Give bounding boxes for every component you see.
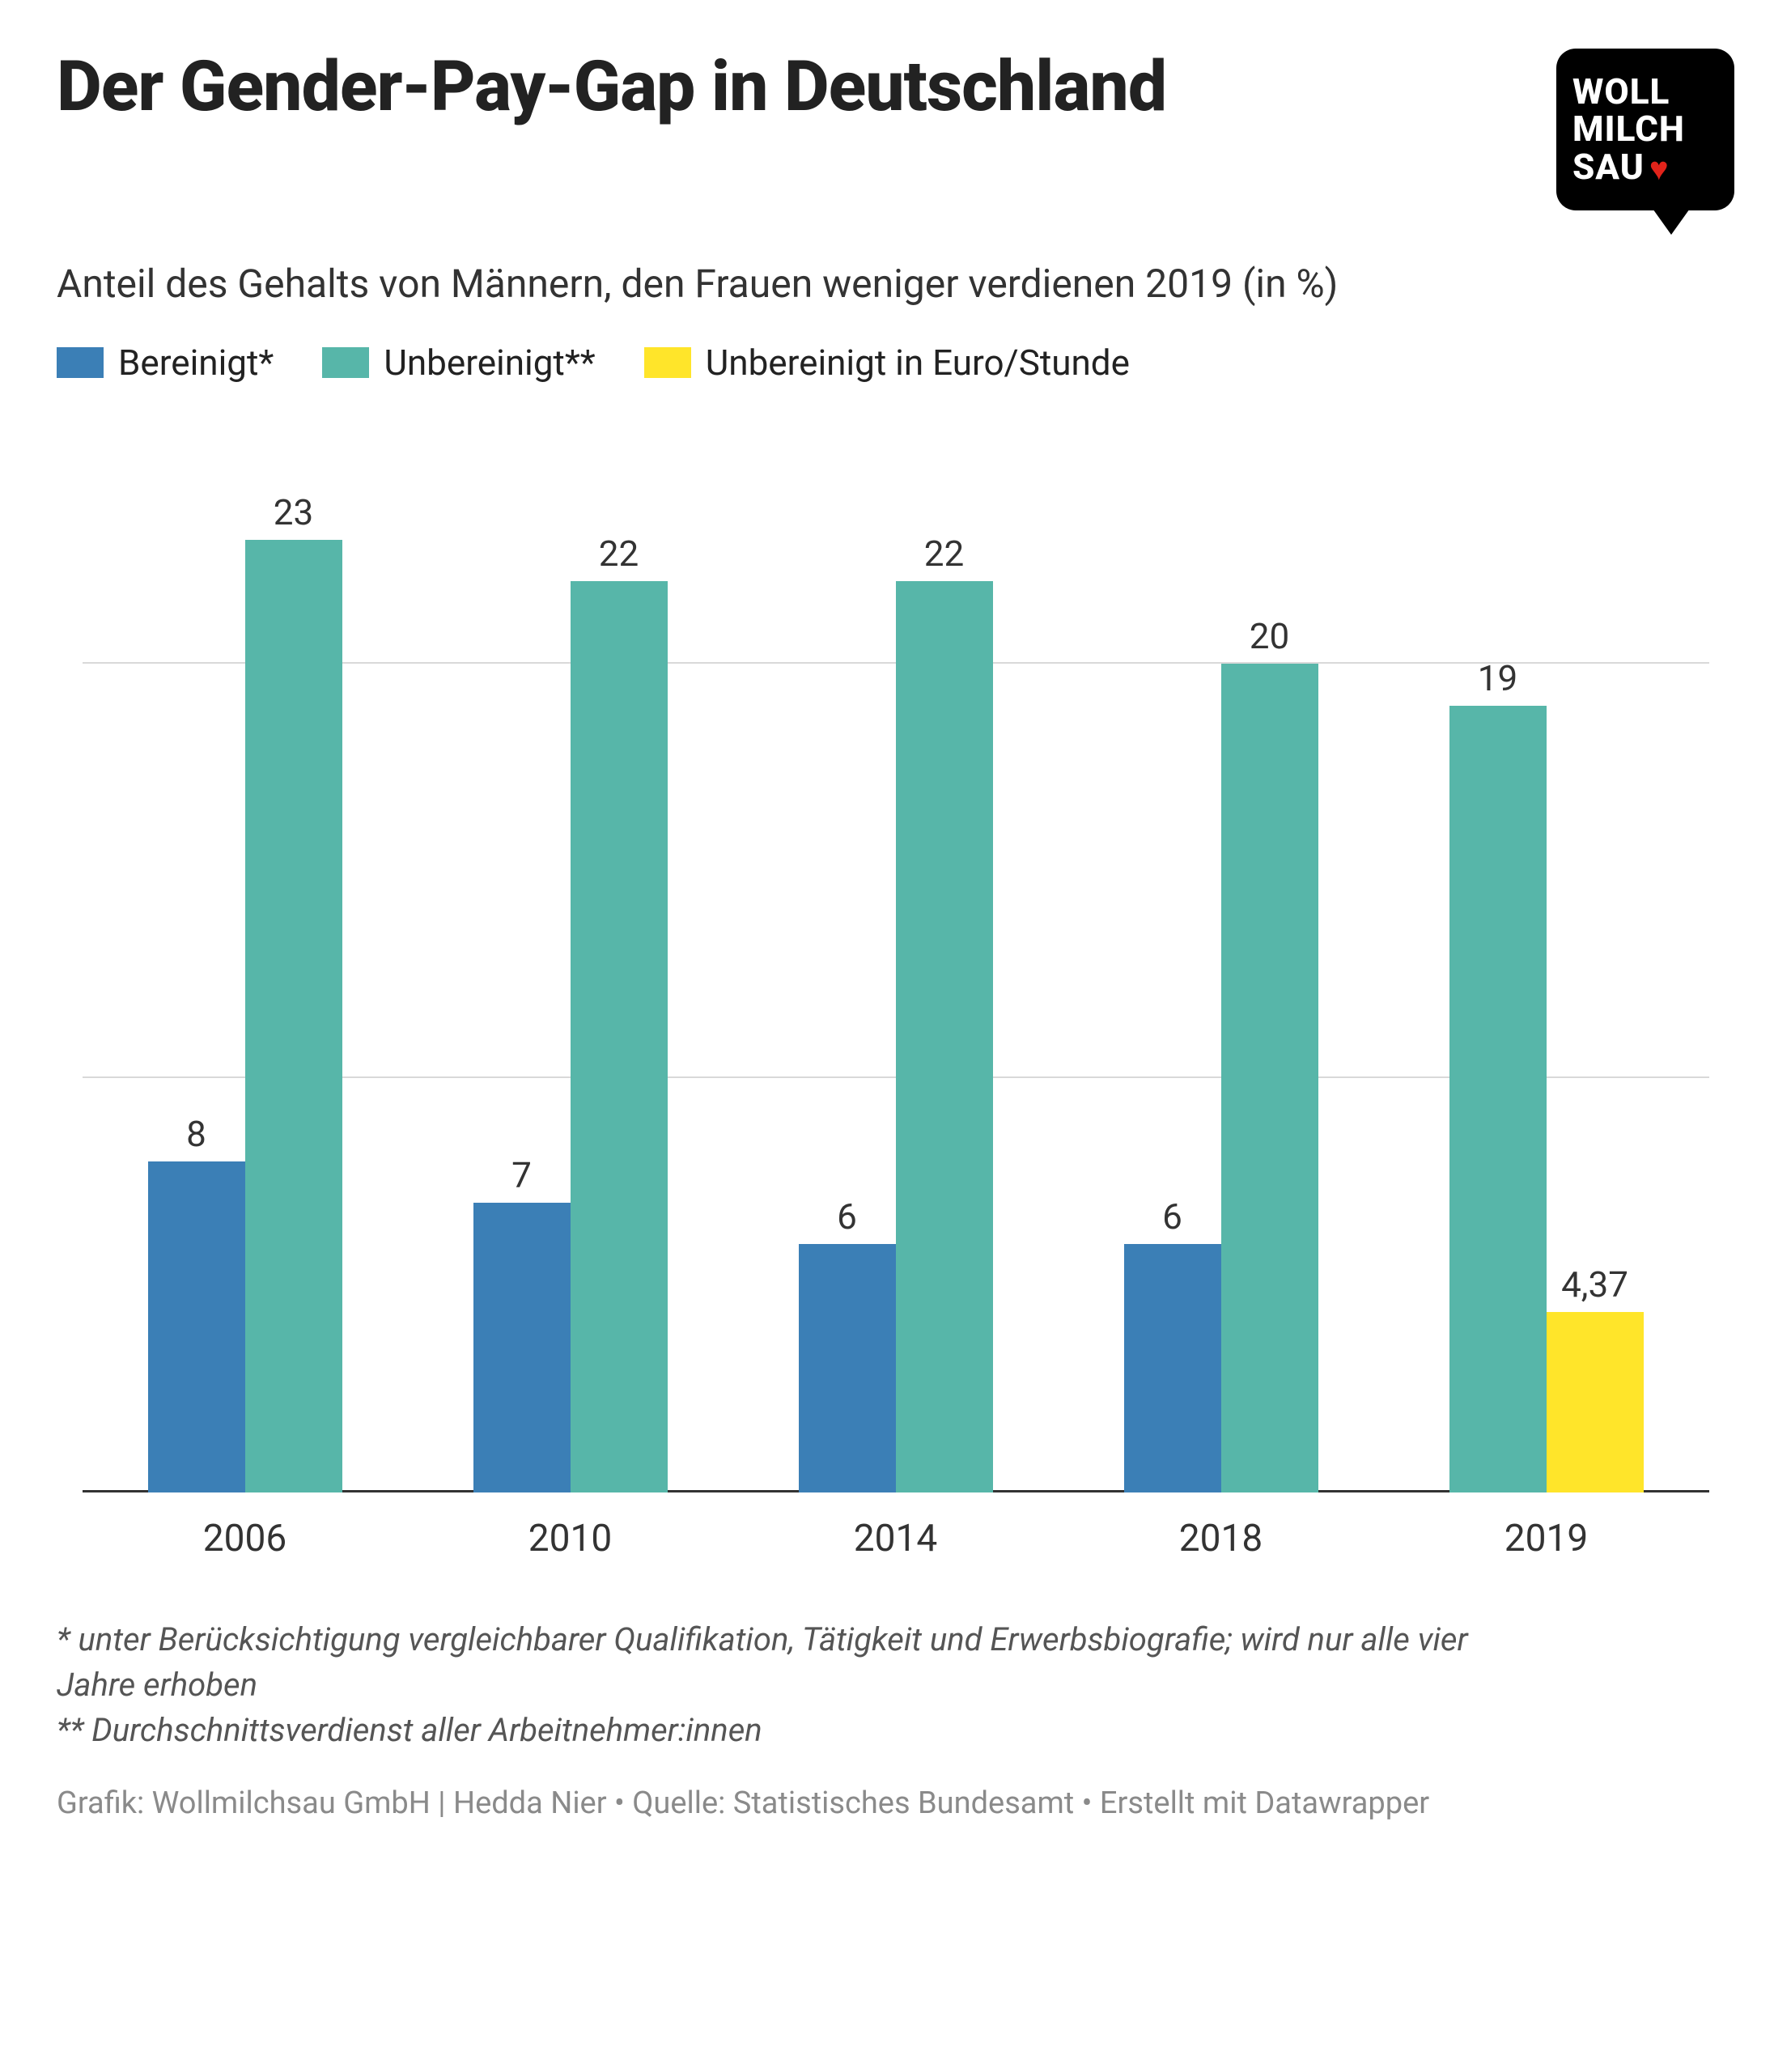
bar-bereinigt: 6 [799,1244,896,1492]
chart-subtitle: Anteil des Gehalts von Männern, den Frau… [57,259,1432,309]
bar-group: 722 [417,581,724,1492]
logo-text: SAU [1572,146,1645,188]
bar-value-label: 22 [599,533,639,575]
bar-value-label: 7 [511,1154,532,1196]
legend-swatch [57,347,104,378]
bar-chart: 823722622620194,37 [83,456,1709,1492]
bar-bereinigt: 8 [148,1161,245,1493]
speech-bubble-tail-icon [1647,201,1696,235]
bar-value-label: 20 [1250,615,1289,657]
legend-item-euro: Unbereinigt in Euro/Stunde [644,342,1130,384]
bar-value-label: 22 [924,533,964,575]
logo-text-line: WOLL [1572,73,1670,110]
bar-value-label: 8 [186,1113,206,1155]
bar-unbereinigt: 22 [571,581,668,1492]
legend-item-bereinigt: Bereinigt* [57,342,274,384]
logo-text-line: SAU♥ [1572,148,1670,186]
bar-value-label: 23 [274,491,313,533]
legend-label: Bereinigt* [118,342,274,384]
bar-group: 194,37 [1393,706,1700,1493]
bars-container: 823722622620194,37 [83,456,1709,1492]
legend-swatch [322,347,369,378]
credit-line: Grafik: Wollmilchsau GmbH | Hedda Nier •… [57,1782,1554,1825]
footnotes: * unter Berücksichtigung vergleichbarer … [57,1617,1513,1753]
bar-group: 823 [91,540,399,1493]
x-tick-label: 2018 [1067,1517,1375,1560]
bar-bereinigt: 6 [1124,1244,1221,1492]
x-tick-label: 2014 [742,1517,1050,1560]
bar-bereinigt: 7 [473,1203,571,1492]
bar-value-label: 6 [837,1195,857,1238]
bar-value-label: 19 [1478,657,1517,699]
legend-item-unbereinigt: Unbereinigt** [322,342,595,384]
bar-group: 622 [742,581,1050,1492]
chart-title: Der Gender-Pay-Gap in Deutschland [57,49,1166,125]
footnote: ** Durchschnittsverdienst aller Arbeitne… [57,1708,1513,1753]
legend-label: Unbereinigt** [384,342,595,384]
bar-unbereinigt: 22 [896,581,993,1492]
logo-text-line: MILCH [1572,110,1685,147]
x-axis-labels: 2006 2010 2014 2018 2019 [83,1517,1709,1560]
logo-bubble: WOLL MILCH SAU♥ [1556,49,1734,210]
bar-unbereinigt: 20 [1221,664,1318,1492]
bar-group: 620 [1067,664,1375,1492]
bar-value-label: 6 [1162,1195,1182,1238]
bar-unbereinigt: 19 [1449,706,1547,1493]
x-tick-label: 2006 [91,1517,399,1560]
x-tick-label: 2019 [1393,1517,1700,1560]
brand-logo: WOLL MILCH SAU♥ [1556,49,1734,251]
legend-label: Unbereinigt in Euro/Stunde [706,342,1130,384]
bar-unbereinigt: 23 [245,540,342,1493]
header: Der Gender-Pay-Gap in Deutschland WOLL M… [57,49,1734,251]
heart-icon: ♥ [1649,152,1670,186]
legend: Bereinigt* Unbereinigt** Unbereinigt in … [57,342,1734,384]
footnote: * unter Berücksichtigung vergleichbarer … [57,1617,1513,1708]
legend-swatch [644,347,691,378]
x-tick-label: 2010 [417,1517,724,1560]
bar-value-label: 4,37 [1561,1263,1628,1306]
bar-euro_stunde: 4,37 [1547,1312,1644,1493]
